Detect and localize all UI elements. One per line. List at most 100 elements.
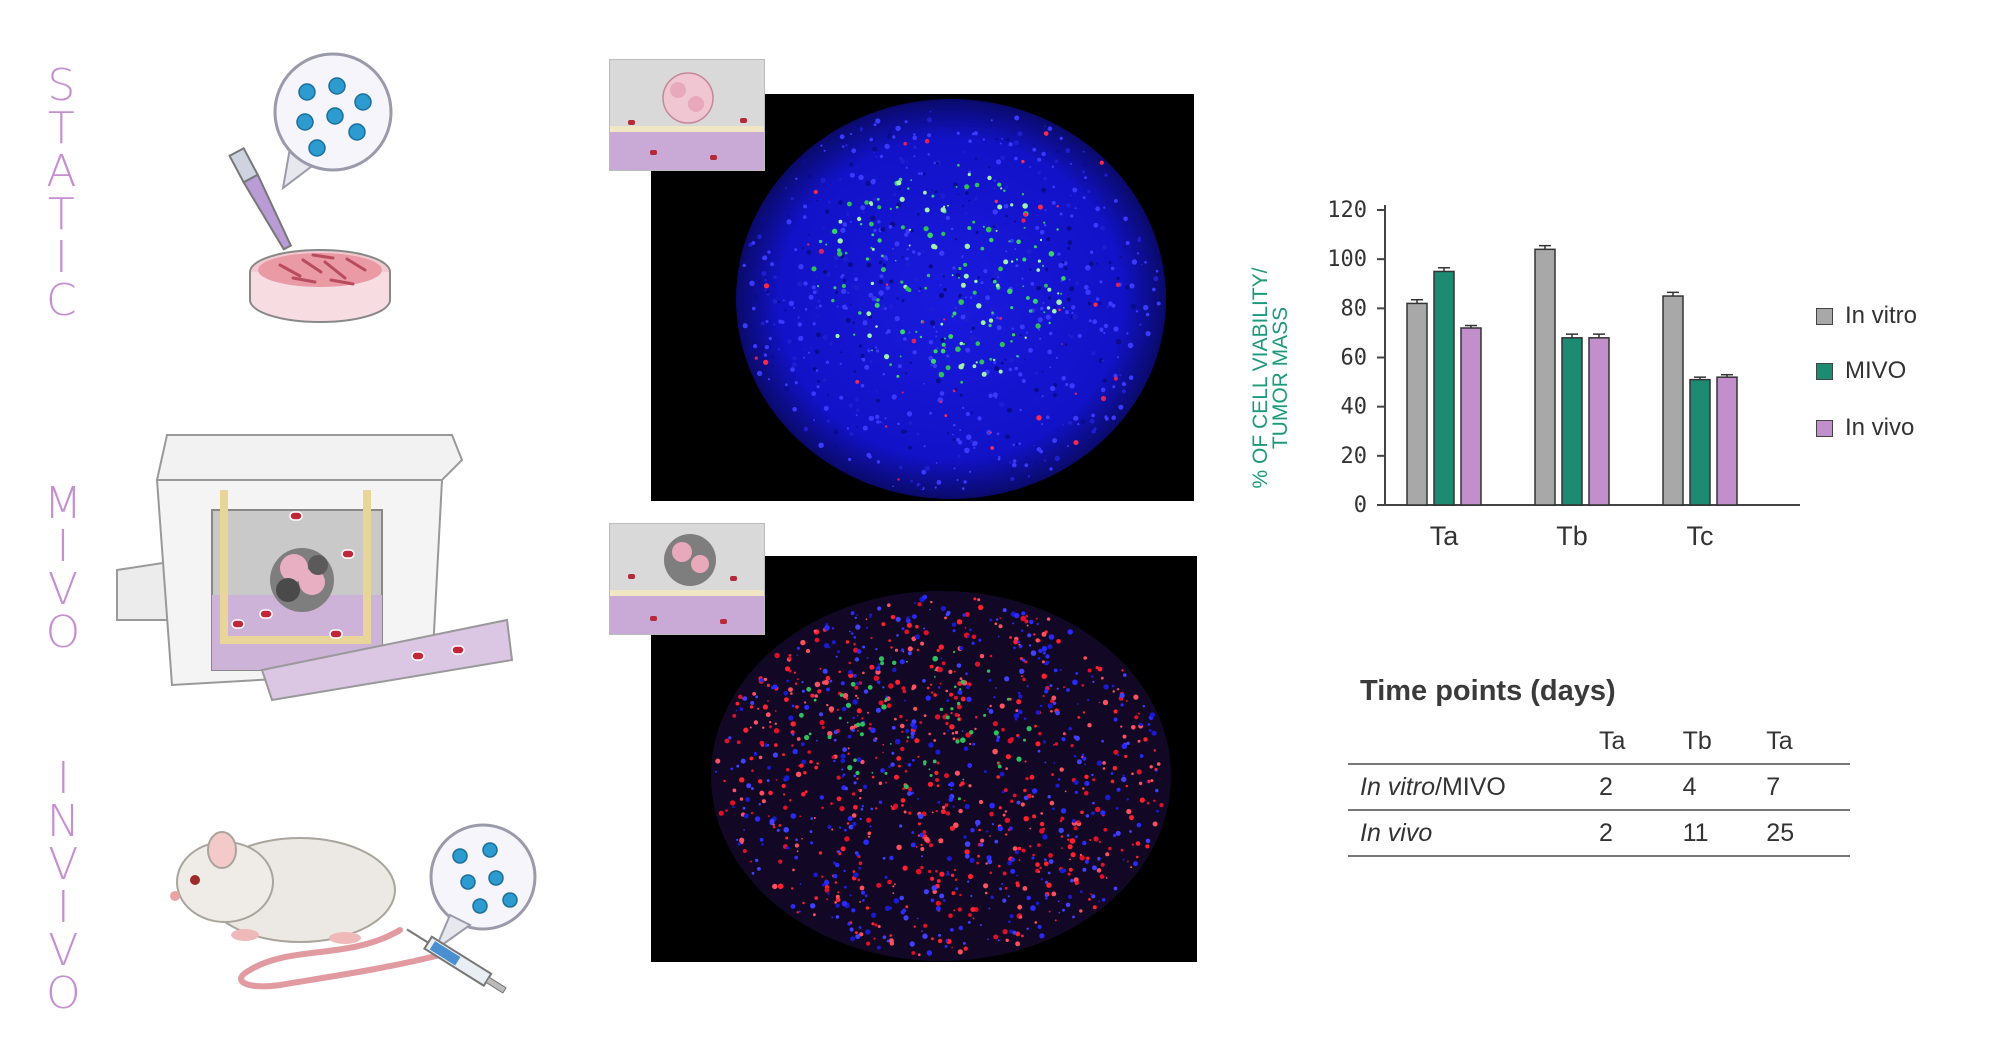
fluorescence-speck xyxy=(1074,281,1080,286)
fluorescence-speck xyxy=(1084,859,1089,864)
fluorescence-speck xyxy=(841,283,846,289)
fluorescence-speck xyxy=(975,361,978,364)
fluorescence-speck xyxy=(1028,644,1032,647)
fluorescence-speck xyxy=(1047,349,1053,355)
fluorescence-speck xyxy=(910,842,916,848)
fluorescence-speck xyxy=(796,654,799,657)
fluorescence-speck xyxy=(896,374,900,378)
fluorescence-speck xyxy=(1135,855,1139,859)
fluorescence-speck xyxy=(1059,767,1064,772)
fluorescence-speck xyxy=(1004,358,1007,361)
fluorescence-speck xyxy=(869,202,874,206)
fluorescence-speck xyxy=(929,411,932,415)
fluorescence-speck xyxy=(988,323,992,328)
fluorescence-speck xyxy=(749,705,754,709)
fluorescence-speck xyxy=(889,279,894,284)
fluorescence-speck xyxy=(954,770,960,776)
fluorescence-speck xyxy=(903,141,907,146)
fluorescence-speck xyxy=(790,197,794,201)
mivo-microscopy-image xyxy=(651,556,1197,962)
fluorescence-speck xyxy=(1091,894,1096,899)
fluorescence-speck xyxy=(859,797,862,800)
fluorescence-speck xyxy=(1143,737,1148,742)
fluorescence-speck xyxy=(954,730,959,735)
fluorescence-speck xyxy=(867,831,872,836)
fluorescence-speck xyxy=(786,846,790,850)
fluorescence-speck xyxy=(1017,709,1023,715)
fluorescence-speck xyxy=(940,193,946,199)
fluorescence-speck xyxy=(850,632,854,635)
fluorescence-speck xyxy=(840,351,843,354)
fluorescence-speck xyxy=(908,228,912,231)
fluorescence-speck xyxy=(954,685,957,689)
fluorescence-speck xyxy=(835,915,840,919)
fluorescence-speck xyxy=(853,872,859,878)
fluorescence-speck xyxy=(980,838,985,843)
fluorescence-speck xyxy=(1001,882,1004,885)
fluorescence-speck xyxy=(1066,688,1070,692)
fluorescence-speck xyxy=(898,112,904,118)
fluorescence-speck xyxy=(1088,319,1092,323)
fluorescence-speck xyxy=(884,771,888,775)
fluorescence-speck xyxy=(954,305,960,311)
y-axis-label: % OF CELL VIABILITY/ xyxy=(1249,267,1272,488)
fluorescence-speck xyxy=(1031,856,1035,860)
fluorescence-speck xyxy=(943,732,946,735)
fluorescence-speck xyxy=(1136,822,1142,828)
fluorescence-speck xyxy=(1058,308,1061,312)
fluorescence-speck xyxy=(894,774,899,780)
fluorescence-speck xyxy=(945,721,949,726)
fluorescence-speck xyxy=(875,807,878,810)
fluorescence-speck xyxy=(1056,687,1059,690)
fluorescence-speck xyxy=(1039,866,1042,870)
fluorescence-speck xyxy=(1112,690,1115,693)
fluorescence-speck xyxy=(884,875,888,879)
fluorescence-speck xyxy=(994,271,999,277)
fluorescence-speck xyxy=(1036,285,1042,291)
fluorescence-speck xyxy=(960,314,966,320)
fluorescence-speck xyxy=(899,714,903,719)
fluorescence-speck xyxy=(1002,608,1007,613)
fluorescence-speck xyxy=(848,824,854,830)
fluorescence-speck xyxy=(1020,215,1023,218)
fluorescence-speck xyxy=(1068,726,1073,731)
fluorescence-speck xyxy=(873,675,880,681)
fluorescence-speck xyxy=(1051,165,1055,168)
fluorescence-speck xyxy=(950,712,953,715)
fluorescence-speck xyxy=(949,825,955,831)
fluorescence-speck xyxy=(938,292,945,299)
fluorescence-speck xyxy=(1005,938,1009,942)
fluorescence-speck xyxy=(906,736,910,739)
fluorescence-speck xyxy=(955,273,961,278)
fluorescence-speck xyxy=(957,907,962,912)
fluorescence-speck xyxy=(1145,838,1151,844)
fluorescence-speck xyxy=(832,444,838,450)
fluorescence-speck xyxy=(1136,252,1139,255)
fluorescence-speck xyxy=(892,892,895,894)
fluorescence-speck xyxy=(1103,323,1109,329)
fluorescence-speck xyxy=(1014,115,1020,121)
fluorescence-speck xyxy=(718,810,724,816)
x-tick-label: Ta xyxy=(1430,521,1460,551)
y-tick-label: 20 xyxy=(1341,444,1368,469)
fluorescence-speck xyxy=(1143,304,1149,311)
fluorescence-speck xyxy=(876,945,881,950)
fluorescence-speck xyxy=(1093,836,1099,842)
fluorescence-speck xyxy=(1084,176,1087,179)
fluorescence-speck xyxy=(923,889,929,895)
fluorescence-speck xyxy=(1119,255,1122,259)
fluorescence-speck xyxy=(911,951,916,955)
fluorescence-speck xyxy=(803,771,807,775)
fluorescence-speck xyxy=(969,742,972,746)
fluorescence-speck xyxy=(770,262,775,267)
fluorescence-speck xyxy=(873,738,877,742)
fluorescence-speck xyxy=(957,797,961,801)
fluorescence-speck xyxy=(1041,673,1047,679)
fluorescence-speck xyxy=(828,706,835,712)
fluorescence-speck xyxy=(792,407,797,412)
fluorescence-speck xyxy=(773,728,780,734)
fluorescence-speck xyxy=(1087,723,1092,728)
fluorescence-speck xyxy=(1153,799,1156,802)
fluorescence-speck xyxy=(762,726,765,729)
fluorescence-speck xyxy=(1052,185,1056,189)
